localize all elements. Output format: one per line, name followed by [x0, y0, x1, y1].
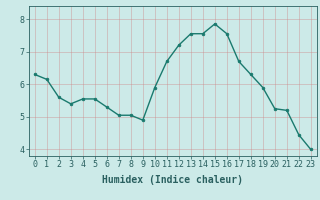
X-axis label: Humidex (Indice chaleur): Humidex (Indice chaleur) [102, 175, 243, 185]
